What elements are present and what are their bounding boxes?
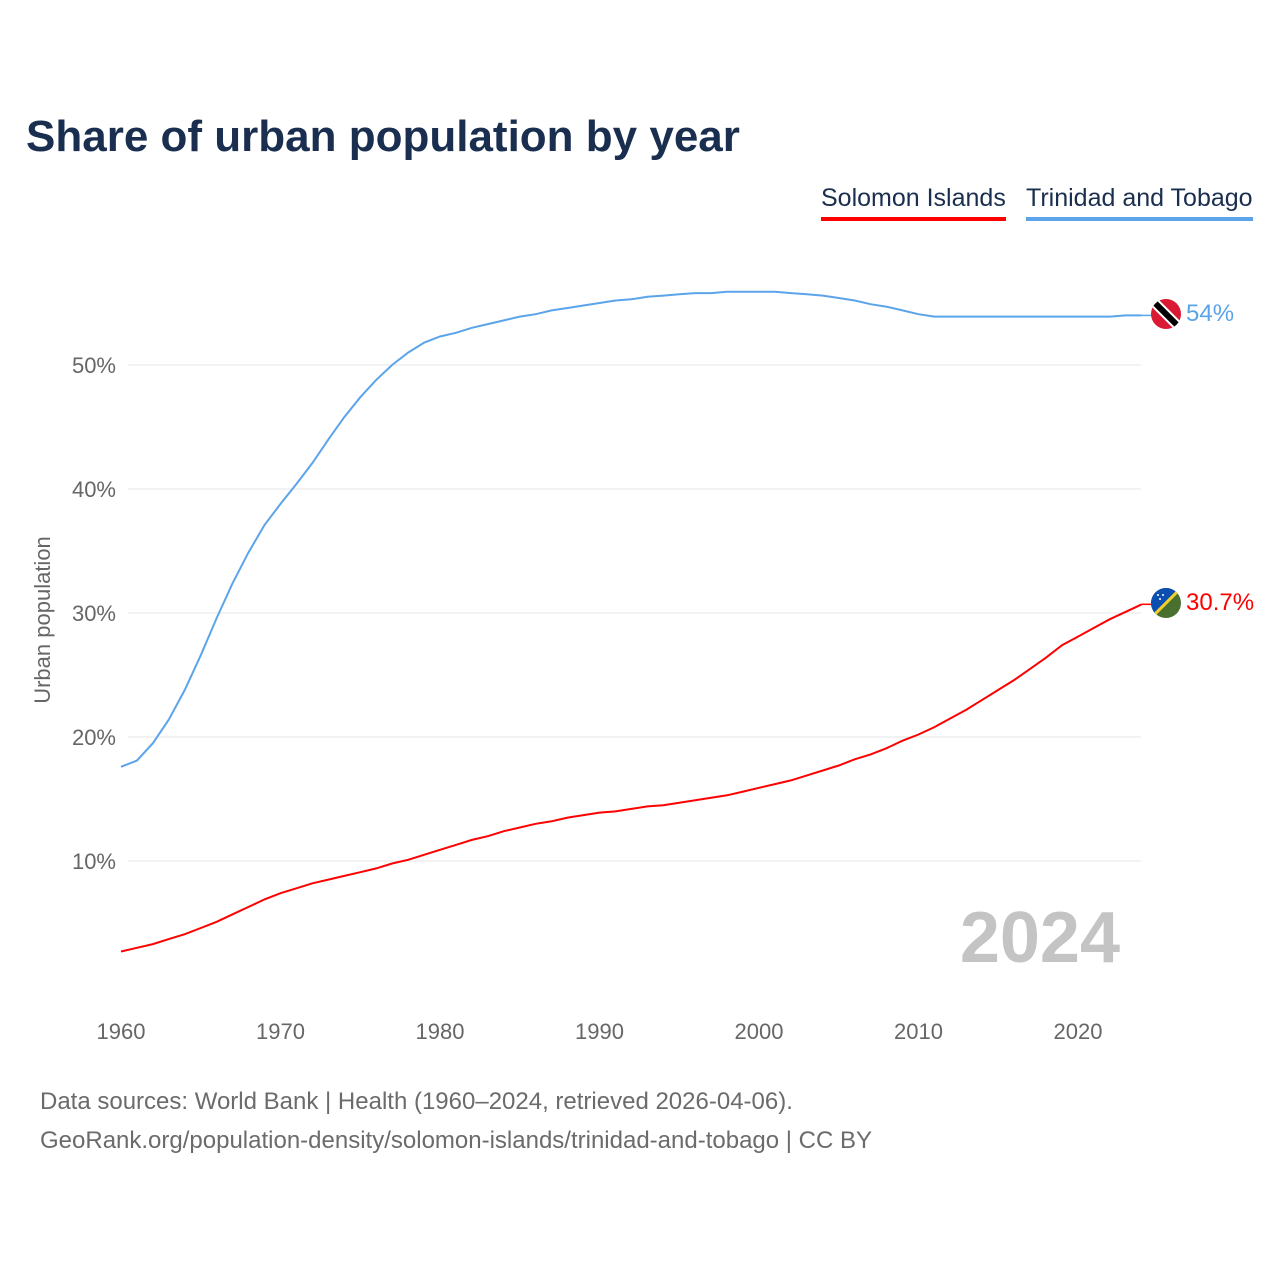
x-tick-label: 2010 xyxy=(894,1019,943,1044)
x-tick-label: 1980 xyxy=(416,1019,465,1044)
end-label-solomon: 30.7% xyxy=(1186,589,1254,616)
chart-title: Share of urban population by year xyxy=(26,112,740,161)
series-line-solomon-islands xyxy=(120,603,1143,953)
y-tick-label: 10% xyxy=(72,849,116,874)
trinidad-flag-icon xyxy=(1151,299,1181,329)
series-line-trinidad-and-tobago xyxy=(120,290,1142,768)
source-line-1: Data sources: World Bank | Health (1960–… xyxy=(40,1088,793,1115)
x-tick-label: 1990 xyxy=(575,1019,624,1044)
y-axis-label: Urban population xyxy=(30,536,55,704)
x-tick-label: 2020 xyxy=(1054,1019,1103,1044)
y-tick-label: 20% xyxy=(72,725,116,750)
source-line-2[interactable]: GeoRank.org/population-density/solomon-i… xyxy=(40,1127,873,1154)
y-tick-label: 30% xyxy=(72,601,116,626)
x-tick-label: 2000 xyxy=(735,1019,784,1044)
x-tick-label: 1960 xyxy=(97,1019,146,1044)
legend-solomon-islands[interactable]: Solomon Islands xyxy=(821,184,1006,221)
x-tick-label: 1970 xyxy=(256,1019,305,1044)
y-tick-label: 40% xyxy=(72,477,116,502)
y-tick-label: 50% xyxy=(72,353,116,378)
solomon-islands-flag-icon xyxy=(1151,588,1181,618)
year-watermark: 2024 xyxy=(960,898,1120,978)
end-label-trinidad: 54% xyxy=(1186,300,1234,327)
legend-trinidad-and-tobago[interactable]: Trinidad and Tobago xyxy=(1026,184,1253,221)
